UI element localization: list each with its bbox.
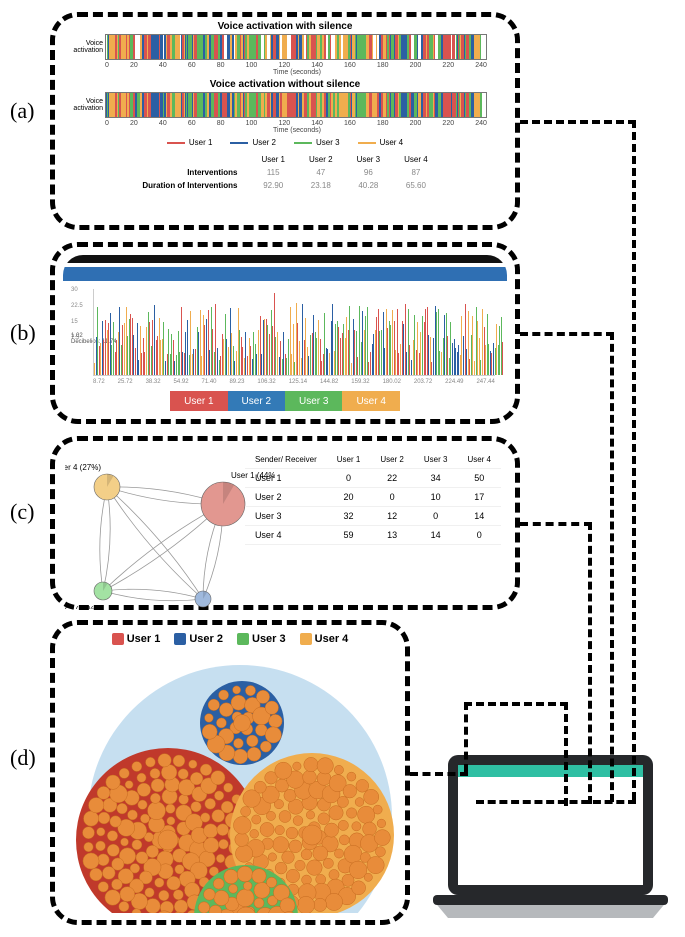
panel-c-network: User 1 (44%)User 2 (12%)User 3 (16%)User…	[65, 449, 275, 609]
axis-a1: 020406080100120140160180200220240	[105, 62, 487, 69]
panel-b-x-axis: 8.7225.7238.3254.9271.4089.23106.32125.1…	[93, 379, 495, 385]
conn-a-h	[520, 120, 636, 124]
conn-a-v	[632, 120, 636, 800]
user-button[interactable]: User 4	[342, 391, 399, 411]
conn-d-h2	[464, 702, 568, 706]
legend-item: User 4	[358, 138, 404, 147]
panel-a-table: User 1User 2User 3User 4Interventions115…	[130, 153, 439, 192]
label-a: (a)	[10, 98, 34, 124]
conn-b-v	[610, 332, 614, 802]
strip-a2-wrap: Voiceactivation	[105, 92, 495, 118]
user-button[interactable]: User 1	[170, 391, 227, 411]
legend-item: User 4	[300, 633, 349, 645]
strip-a2-label: Voiceactivation	[61, 98, 103, 112]
legend-item: User 2	[230, 138, 276, 147]
svg-text:User 3 (16%): User 3 (16%)	[65, 605, 97, 609]
legend-item: User 1	[112, 633, 161, 645]
user-button[interactable]: User 3	[285, 391, 342, 411]
laptop-icon	[428, 750, 673, 925]
panel-d-bubbles	[60, 645, 400, 913]
panel-b-inner: 3022.5157.5 1.02 Decibelios: 11.74 8.722…	[63, 255, 507, 411]
panel-a-title-2: Voice activation without silence	[65, 79, 505, 90]
voice-strip-with-silence	[105, 34, 487, 60]
legend-item: User 1	[167, 138, 213, 147]
conn-d-v2	[564, 702, 568, 806]
panel-b-buttons: User 1User 2User 3User 4	[63, 391, 507, 411]
strip-a1-wrap: Voiceactivation	[105, 34, 495, 60]
figure-wrap: (a) (b) (c) (d) Voice activation with si…	[12, 12, 673, 925]
conn-d-h1	[410, 772, 468, 776]
label-b: (b)	[10, 320, 36, 346]
conn-b-h	[520, 332, 614, 336]
legend-item: User 2	[174, 633, 223, 645]
panel-a: Voice activation with silence Voiceactiv…	[50, 12, 520, 230]
axis-a2-title: Time (seconds)	[107, 127, 487, 134]
user-button[interactable]: User 2	[228, 391, 285, 411]
legend-item: User 3	[237, 633, 286, 645]
conn-bottom-1	[476, 800, 636, 804]
conn-d-v	[464, 702, 468, 772]
panel-c: User 1 (44%)User 2 (12%)User 3 (16%)User…	[50, 436, 520, 610]
conn-c-v	[588, 522, 592, 804]
panel-a-title-1: Voice activation with silence	[65, 21, 505, 32]
panel-d: User 1 User 2 User 3 User 4	[50, 620, 410, 925]
panel-b-black-bar	[63, 255, 507, 263]
label-d: (d)	[10, 745, 36, 771]
panel-a-legend: User 1 User 2 User 3 User 4	[65, 138, 505, 147]
panel-c-table: Sender/ ReceiverUser 1User 2User 3User 4…	[245, 451, 501, 545]
voice-strip-without-silence	[105, 92, 487, 118]
svg-text:User 4 (27%): User 4 (27%)	[65, 463, 101, 472]
panel-b-chart	[93, 289, 495, 376]
panel-b: 3022.5157.5 1.02 Decibelios: 11.74 8.722…	[50, 242, 520, 424]
panel-d-legend: User 1 User 2 User 3 User 4	[55, 633, 405, 645]
axis-a2: 020406080100120140160180200220240	[105, 120, 487, 127]
conn-c-h	[520, 522, 592, 526]
strip-a1-label: Voiceactivation	[61, 40, 103, 54]
legend-item: User 3	[294, 138, 340, 147]
label-c: (c)	[10, 499, 34, 525]
axis-a1-title: Time (seconds)	[107, 69, 487, 76]
panel-b-blue-bar	[63, 267, 507, 281]
